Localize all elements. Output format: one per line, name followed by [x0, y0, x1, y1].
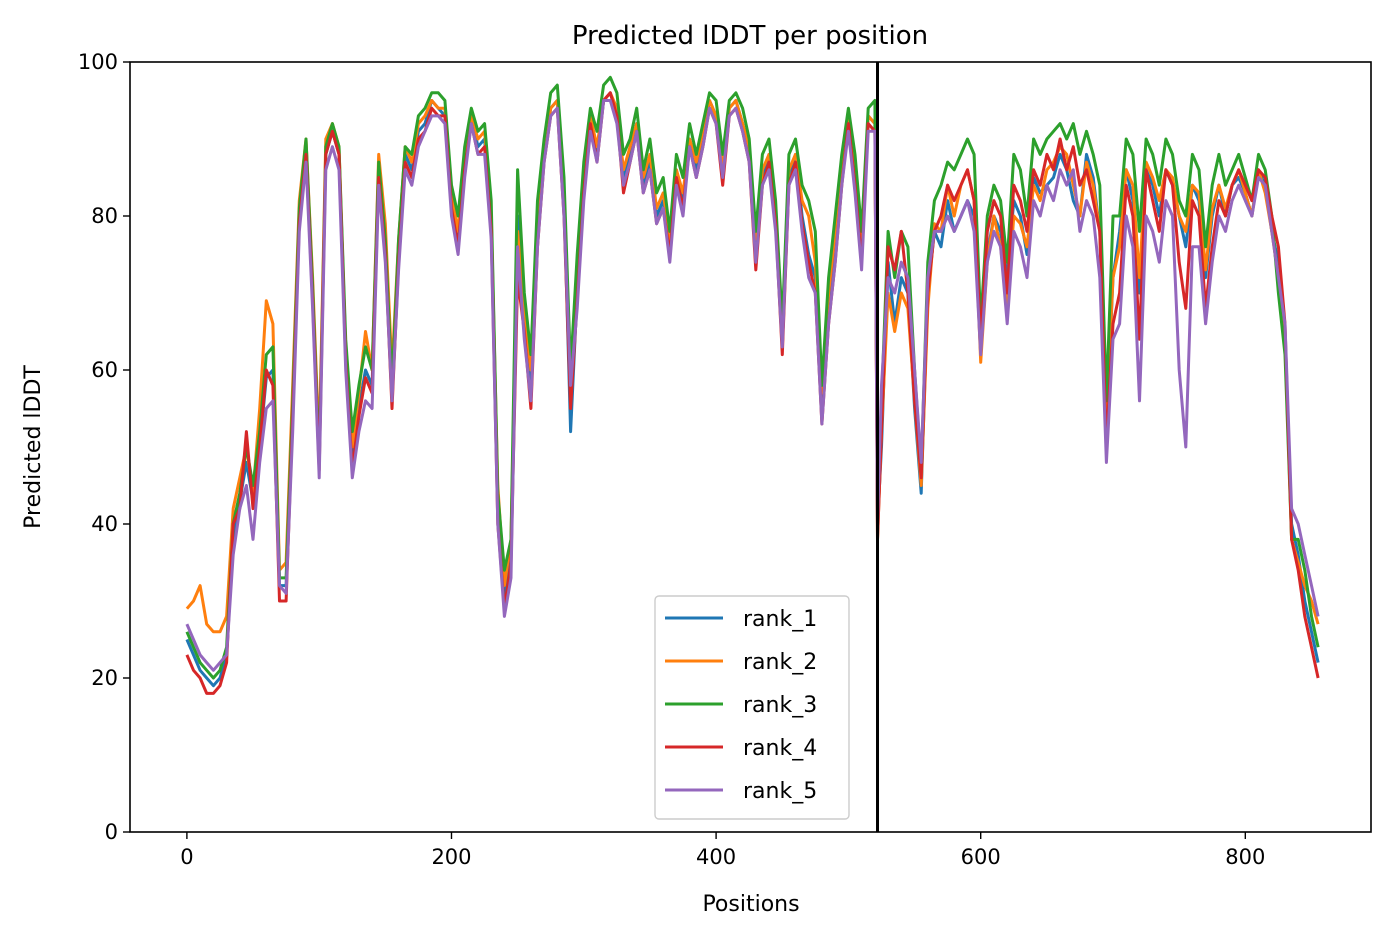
chart-title: Predicted lDDT per position: [572, 21, 928, 51]
x-axis-label: Positions: [702, 892, 799, 917]
legend-label-rank_4: rank_4: [743, 736, 817, 761]
y-tick-label: 100: [78, 50, 118, 74]
series-line-rank_5: [185, 99, 1320, 672]
y-tick-label: 20: [91, 666, 118, 690]
x-tick-label: 0: [180, 845, 193, 869]
legend-box: [654, 595, 850, 820]
legend-label-rank_2: rank_2: [743, 650, 817, 675]
x-tick-label: 200: [431, 845, 471, 869]
x-tick-label: 600: [961, 845, 1001, 869]
y-tick-label: 60: [91, 358, 118, 382]
plot-frame: [129, 61, 1372, 833]
y-tick-label: 0: [105, 820, 118, 844]
legend: rank_1 rank_2 rank_3 rank_4 rank_5: [654, 595, 850, 820]
x-tick-label: 400: [696, 845, 736, 869]
y-axis-label: Predicted lDDT: [21, 365, 46, 529]
y-tick-label: 40: [91, 512, 118, 536]
legend-label-rank_3: rank_3: [743, 693, 817, 718]
legend-label-rank_1: rank_1: [743, 607, 817, 632]
axis-ticks: 0 200 400 600 800 0 20 40 60 80 100: [78, 50, 1265, 869]
legend-label-rank_5: rank_5: [743, 779, 817, 804]
y-tick-label: 80: [91, 204, 118, 228]
x-tick-label: 800: [1225, 845, 1265, 869]
plot-area: [185, 62, 1320, 832]
